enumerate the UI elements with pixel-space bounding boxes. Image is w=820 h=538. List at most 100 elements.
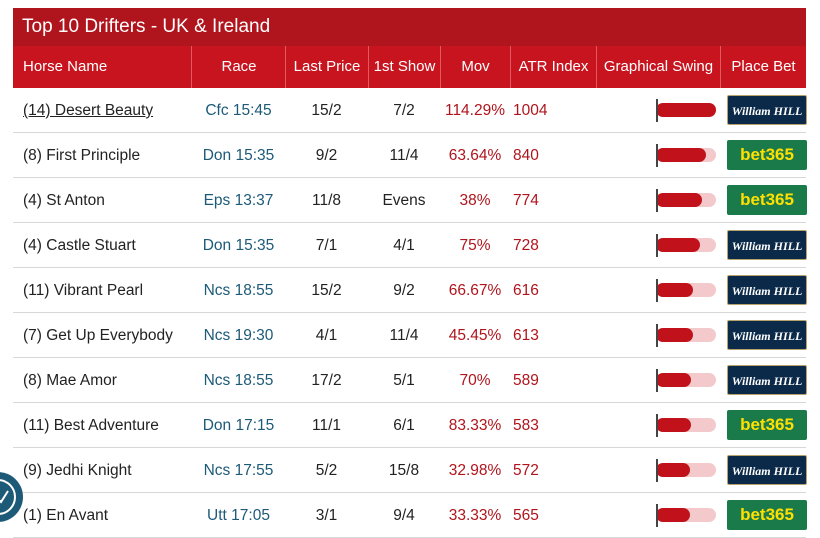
- horse-cell: (9) Jedhi Knight: [23, 462, 132, 479]
- mov-cell: 83.33%: [448, 417, 502, 434]
- mov-cell: 63.64%: [448, 147, 502, 164]
- swing-track: [656, 328, 716, 342]
- horse-cell[interactable]: (14) Desert Beauty: [23, 102, 154, 119]
- mov-cell: 75%: [459, 237, 491, 254]
- atr-index-cell: 1004: [513, 102, 548, 119]
- last-price-cell: 7/1: [315, 237, 338, 254]
- table-row: (1) En Avant Utt 17:05 3/1 9/4 33.33% 565 bet3…: [13, 493, 807, 538]
- table-row: (4) Castle Stuart Don 15:35 7/1 4/1 75% 728 Wi…: [13, 223, 807, 268]
- swing-marker: [656, 99, 658, 122]
- last-price-cell: 5/2: [315, 462, 338, 479]
- bookmaker-logo[interactable]: bet365: [727, 140, 807, 170]
- mov-cell: 33.33%: [448, 507, 502, 524]
- horse-cell: (8) Mae Amor: [23, 372, 117, 389]
- column-header: Place Bet: [720, 46, 806, 88]
- last-price-cell: 4/1: [315, 327, 338, 344]
- swing-marker: [656, 369, 658, 392]
- last-price-cell: 11/1: [311, 417, 342, 434]
- bookmaker-logo[interactable]: bet365: [727, 185, 807, 215]
- swing-bar: [656, 463, 691, 477]
- swing-bar: [656, 193, 703, 207]
- column-header: 1st Show: [368, 46, 440, 88]
- first-show-cell: Evens: [382, 192, 426, 209]
- last-price-cell: 17/2: [311, 372, 342, 389]
- atr-index-cell: 616: [513, 282, 539, 299]
- race-cell[interactable]: Ncs 18:55: [203, 282, 274, 299]
- swing-marker: [656, 504, 658, 527]
- atr-index-cell: 840: [513, 147, 539, 164]
- race-cell[interactable]: Ncs 18:55: [203, 372, 274, 389]
- swing-marker: [656, 279, 658, 302]
- swing-marker: [656, 459, 658, 482]
- atr-index-cell: 774: [513, 192, 539, 209]
- atr-index-cell: 613: [513, 327, 539, 344]
- column-header: Mov: [440, 46, 510, 88]
- race-cell[interactable]: Don 15:35: [202, 147, 275, 164]
- table-row: (4) St Anton Eps 13:37 11/8 Evens 38% 774 bet3…: [13, 178, 807, 223]
- swing-track: [656, 283, 716, 297]
- horse-cell: (11) Best Adventure: [23, 417, 159, 434]
- bookmaker-logo[interactable]: bet365: [727, 410, 807, 440]
- table-row: (11) Vibrant Pearl Ncs 18:55 15/2 9/2 66.67%…: [13, 268, 807, 313]
- bookmaker-logo[interactable]: William HILL: [727, 455, 807, 485]
- mov-cell: 66.67%: [448, 282, 502, 299]
- mov-cell: 114.29%: [444, 102, 506, 119]
- swing-track: [656, 193, 716, 207]
- last-price-cell: 15/2: [311, 282, 342, 299]
- last-price-cell: 9/2: [315, 147, 338, 164]
- swing-bar: [656, 418, 691, 432]
- race-cell[interactable]: Cfc 15:45: [205, 102, 272, 119]
- last-price-cell: 3/1: [315, 507, 338, 524]
- swing-bar: [656, 373, 692, 387]
- bookmaker-logo[interactable]: William HILL: [727, 275, 807, 305]
- bookmaker-logo[interactable]: bet365: [727, 500, 807, 530]
- column-header: Horse Name: [13, 46, 191, 88]
- race-cell[interactable]: Don 15:35: [202, 237, 275, 254]
- side-icon: [0, 472, 23, 522]
- first-show-cell: 7/2: [393, 102, 415, 119]
- mov-cell: 45.45%: [448, 327, 502, 344]
- atr-index-cell: 728: [513, 237, 539, 254]
- race-cell[interactable]: Ncs 19:30: [203, 327, 274, 344]
- horse-cell: (8) First Principle: [23, 147, 141, 164]
- atr-index-cell: 589: [513, 372, 539, 389]
- first-show-cell: 4/1: [393, 237, 415, 254]
- first-show-cell: 11/4: [389, 327, 419, 344]
- table-row: (8) First Principle Don 15:35 9/2 11/4 63.64…: [13, 133, 807, 178]
- table-row: (7) Get Up Everybody Ncs 19:30 4/1 11/4 45.4…: [13, 313, 807, 358]
- swing-marker: [656, 189, 658, 212]
- first-show-cell: 9/4: [393, 507, 415, 524]
- swing-marker: [656, 324, 658, 347]
- last-price-cell: 15/2: [311, 102, 342, 119]
- column-header: Race: [191, 46, 286, 88]
- first-show-cell: 9/2: [393, 282, 415, 299]
- race-cell[interactable]: Don 17:15: [202, 417, 275, 434]
- horse-cell: (11) Vibrant Pearl: [23, 282, 144, 299]
- mov-cell: 70%: [459, 372, 491, 389]
- swing-marker: [656, 414, 658, 437]
- swing-marker: [656, 144, 658, 167]
- table-row: (8) Mae Amor Ncs 18:55 17/2 5/1 70% 589 Willia…: [13, 358, 807, 403]
- atr-index-cell: 565: [513, 507, 539, 524]
- swing-bar: [656, 103, 716, 117]
- swing-bar: [656, 508, 690, 522]
- column-header: ATR Index: [510, 46, 596, 88]
- swing-marker: [656, 234, 658, 257]
- bookmaker-logo[interactable]: William HILL: [727, 320, 807, 350]
- swing-track: [656, 148, 716, 162]
- bookmaker-logo[interactable]: William HILL: [727, 365, 807, 395]
- first-show-cell: 5/1: [393, 372, 415, 389]
- swing-track: [656, 508, 716, 522]
- swing-track: [656, 463, 716, 477]
- swing-track: [656, 373, 716, 387]
- race-cell[interactable]: Utt 17:05: [207, 507, 270, 524]
- column-header: Last Price: [285, 46, 368, 88]
- race-cell[interactable]: Eps 13:37: [203, 192, 274, 209]
- race-cell[interactable]: Ncs 17:55: [203, 462, 274, 479]
- bookmaker-logo[interactable]: William HILL: [727, 230, 807, 260]
- horse-cell: (4) Castle Stuart: [23, 237, 136, 254]
- swing-track: [656, 103, 716, 117]
- horse-cell: (7) Get Up Everybody: [23, 327, 173, 344]
- bookmaker-logo[interactable]: William HILL: [727, 95, 807, 125]
